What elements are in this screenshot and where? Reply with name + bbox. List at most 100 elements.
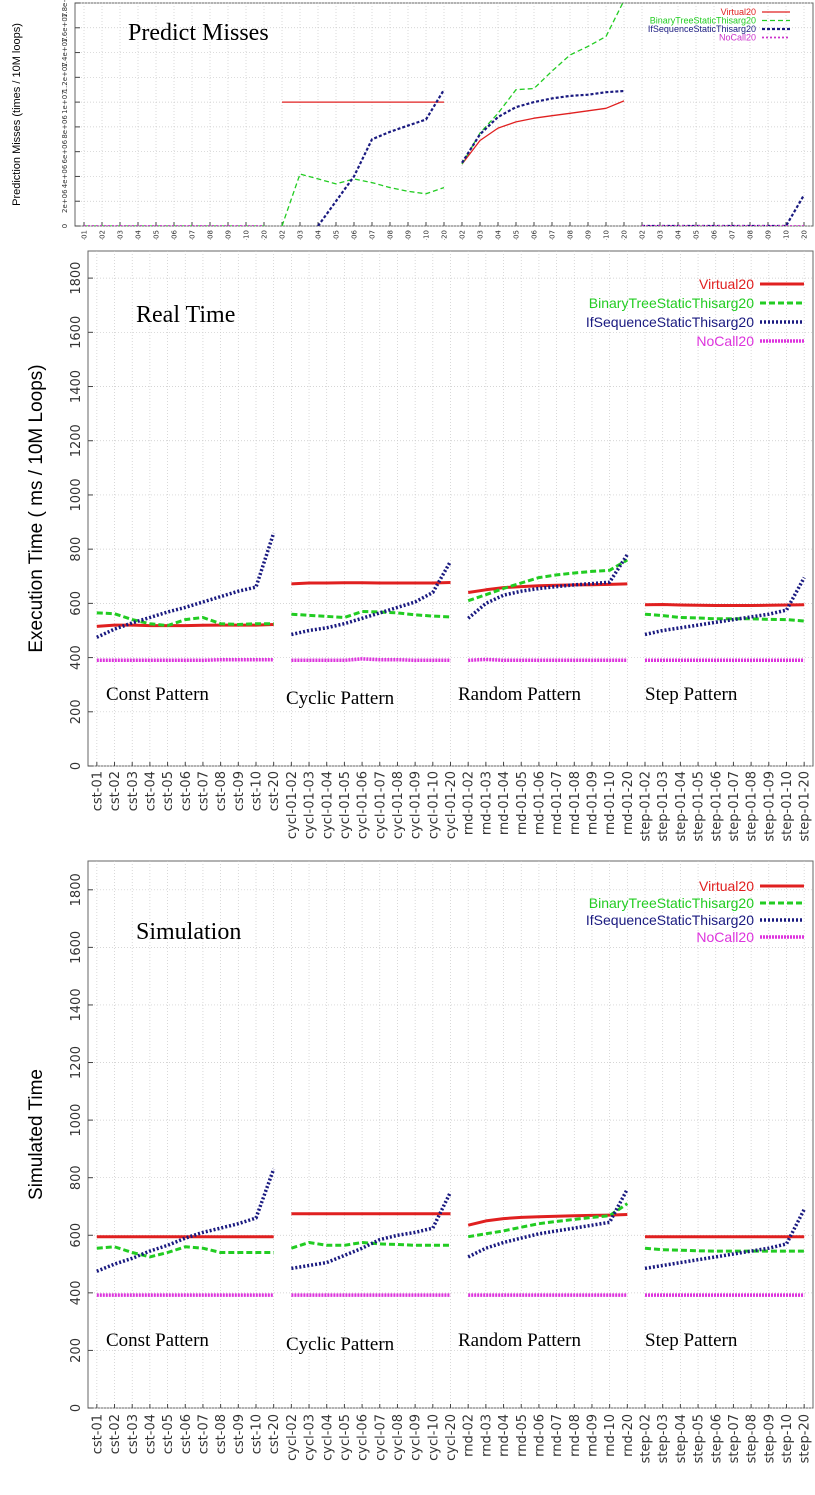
x-tick-label-cycl-09: cycl-09	[404, 230, 412, 240]
x-tick-label-cycl-08: cycl-08	[391, 1414, 406, 1461]
x-tick-label-cycl-05: cycl-05	[338, 1414, 353, 1461]
x-tick-label-cycl-01-06: cycl-01-06	[356, 771, 371, 839]
legend-label-ifsequencestaticthisarg20: IfSequenceStaticThisarg20	[586, 314, 754, 330]
x-tick-label-step-01-05: step-01-05	[692, 771, 707, 842]
x-tick-label-cst-20: cst-20	[260, 230, 268, 240]
x-tick-label-cycl-01-10: cycl-01-10	[426, 771, 441, 839]
x-tick-label-cst-04: cst-04	[143, 771, 158, 811]
x-tick-label-rnd-02: rnd-02	[458, 230, 466, 240]
x-tick-label-cst-04: cst-04	[143, 1414, 158, 1454]
legend-label-ifsequencestaticthisarg20: IfSequenceStaticThisarg20	[586, 912, 754, 928]
x-tick-label-step-01-03: step-01-03	[656, 771, 671, 842]
series-line-ifsequencestaticthisarg20-g1	[291, 560, 453, 637]
x-tick-label-cycl-02: cycl-02	[285, 1414, 300, 1461]
x-tick-label-step-09: step-09	[764, 230, 772, 240]
x-tick-label-rnd-05: rnd-05	[515, 1414, 530, 1457]
x-tick-label-cst-07: cst-07	[188, 230, 196, 240]
x-tick-label-rnd-08: rnd-08	[568, 1414, 583, 1457]
x-tick-label-step-01-08: step-01-08	[745, 771, 760, 842]
y-tick-label: 200	[69, 699, 84, 724]
x-tick-label-rnd-09: rnd-09	[584, 230, 592, 240]
x-tick-label-rnd-07: rnd-07	[550, 1414, 565, 1457]
series-line-virtual20-g1	[291, 581, 451, 586]
series-line-binarytreestaticthisarg20-g2	[467, 558, 629, 603]
x-tick-label-rnd-04: rnd-04	[494, 229, 502, 240]
x-tick-label-rnd-08: rnd-08	[566, 230, 574, 240]
x-tick-label-step-06: step-06	[710, 229, 718, 240]
x-tick-label-cycl-01-09: cycl-01-09	[409, 771, 424, 839]
x-tick-label-rnd-03: rnd-03	[479, 1414, 494, 1457]
series-line-ifsequencestaticthisarg20-g1	[317, 89, 445, 226]
pattern-label-step-pattern: Step Pattern	[645, 1330, 738, 1351]
x-tick-label-cst-02: cst-02	[98, 230, 106, 240]
x-tick-label-cst-05: cst-05	[152, 230, 160, 240]
series-line-virtual20-g3	[644, 603, 805, 607]
x-tick-label-rnd-01-09: rnd-01-09	[586, 771, 601, 835]
x-tick-label-rnd-01-03: rnd-01-03	[479, 771, 494, 835]
x-tick-label-rnd-05: rnd-05	[512, 230, 520, 240]
x-tick-label-cycl-06: cycl-06	[350, 229, 358, 240]
x-tick-label-cst-02: cst-02	[108, 771, 123, 811]
pattern-label-random-pattern: Random Pattern	[458, 684, 581, 705]
series-line-ifsequencestaticthisarg20-g3	[644, 1208, 806, 1271]
x-tick-label-step-01-02: step-01-02	[639, 771, 654, 842]
x-tick-label-cst-10: cst-10	[250, 1414, 265, 1454]
x-tick-label-cst-07: cst-07	[196, 771, 211, 811]
legend-label-binarytreestaticthisarg20: BinaryTreeStaticThisarg20	[650, 16, 756, 26]
y-tick-label: 800	[69, 537, 84, 562]
x-tick-label-cycl-04: cycl-04	[314, 229, 322, 240]
x-tick-label-cycl-03: cycl-03	[296, 230, 304, 240]
x-tick-label-rnd-07: rnd-07	[548, 230, 556, 240]
y-tick-label: 600	[69, 1223, 84, 1248]
x-tick-label-rnd-01-07: rnd-01-07	[550, 771, 565, 835]
pattern-label-random-pattern: Random Pattern	[458, 1330, 581, 1351]
x-tick-label-cst-08: cst-08	[214, 1414, 229, 1454]
x-tick-label-step-08: step-08	[745, 1414, 760, 1463]
x-tick-label-rnd-03: rnd-03	[476, 230, 484, 240]
y-tick-label: 1e+07	[61, 90, 69, 114]
x-tick-label-cycl-20: cycl-20	[440, 230, 448, 240]
y-tick-label: 1200	[69, 424, 84, 457]
x-tick-label-cycl-06: cycl-06	[356, 1414, 371, 1461]
series-line-virtual20-g0	[96, 623, 274, 628]
x-tick-label-step-20: step-20	[800, 230, 808, 240]
y-axis-title: Prediction Misses (times / 10M loops)	[11, 23, 23, 206]
x-tick-label-rnd-01-06: rnd-01-06	[532, 771, 547, 835]
x-tick-label-cycl-02: cycl-02	[278, 230, 286, 240]
x-tick-label-cycl-10: cycl-10	[426, 1414, 441, 1461]
x-tick-label-step-01-07: step-01-07	[727, 771, 742, 842]
x-tick-label-step-04: step-04	[674, 1414, 689, 1463]
y-tick-label: 8e+06	[61, 115, 69, 139]
predict-misses-chart: 0 2e+064e+066e+068e+061e+071.2e+071.4e+07…	[11, 0, 814, 240]
x-tick-label-rnd-06: rnd-06	[530, 229, 538, 240]
x-tick-label-rnd-10: rnd-10	[603, 1414, 618, 1457]
x-tick-label-cycl-07: cycl-07	[368, 230, 376, 240]
x-tick-label-rnd-01-05: rnd-01-05	[515, 771, 530, 835]
x-tick-label-cycl-01-07: cycl-01-07	[373, 771, 388, 839]
x-tick-label-step-03: step-03	[656, 1414, 671, 1463]
x-tick-label-cycl-09: cycl-09	[409, 1414, 424, 1461]
y-tick-label: 1000	[69, 478, 84, 511]
x-tick-label-rnd-02: rnd-02	[462, 1414, 477, 1457]
x-tick-label-step-01-04: step-01-04	[674, 771, 689, 842]
x-tick-label-cst-08: cst-08	[214, 771, 229, 811]
series-line-virtual20-g2	[467, 1213, 628, 1227]
y-tick-label: 1400	[69, 370, 84, 403]
pattern-label-cyclic-pattern: Cyclic Pattern	[286, 1334, 395, 1355]
x-tick-label-cst-20: cst-20	[267, 771, 282, 811]
x-tick-label-cst-06: cst-06	[179, 1414, 194, 1454]
x-tick-label-step-05: step-05	[692, 230, 700, 240]
x-tick-label-step-01-10: step-01-10	[780, 771, 795, 842]
x-tick-label-cycl-04: cycl-04	[320, 1414, 335, 1461]
x-tick-label-rnd-10: rnd-10	[602, 230, 610, 240]
x-tick-label-cycl-01-08: cycl-01-08	[391, 771, 406, 839]
y-tick-label: 1.2e+07	[61, 62, 69, 92]
x-tick-label-step-01-20: step-01-20	[798, 771, 813, 842]
x-tick-label-rnd-01-04: rnd-01-04	[497, 771, 512, 835]
y-axis-title: Simulated Time	[26, 1069, 47, 1200]
x-tick-label-rnd-20: rnd-20	[620, 230, 628, 240]
x-tick-label-cst-01: cst-01	[80, 230, 88, 240]
x-tick-label-cst-03: cst-03	[126, 1414, 141, 1454]
x-tick-label-cst-10: cst-10	[242, 230, 250, 240]
pattern-label-step-pattern: Step Pattern	[645, 684, 738, 705]
